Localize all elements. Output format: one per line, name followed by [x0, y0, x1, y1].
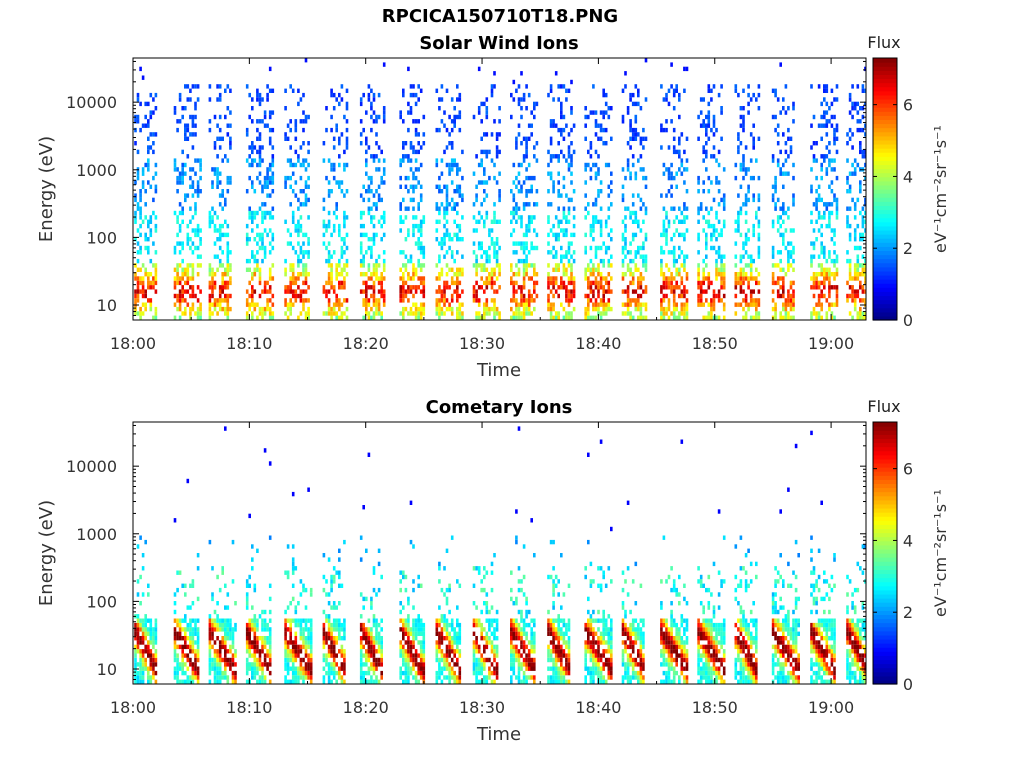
colorbar-tick-label: 2: [903, 239, 913, 258]
x-tick-label: 18:50: [692, 334, 738, 353]
colorbar-tick-label: 2: [903, 603, 913, 622]
colorbar-tick-label: 6: [903, 96, 913, 115]
y-tick-label: 1000: [76, 525, 117, 544]
x-tick-label: 19:00: [808, 698, 854, 717]
cometary-panel: 18:00 18:10 18:20 18:30 18:40 18:50 19:00 10 100…: [36, 397, 950, 745]
x-tick-label: 18:30: [459, 698, 505, 717]
x-tick-label: 18:40: [575, 334, 621, 353]
x-tick-label: 19:00: [808, 334, 854, 353]
colorbar-frame: [872, 57, 898, 321]
plot-frame: [132, 57, 867, 321]
colorbar-tick-label: 0: [903, 675, 913, 694]
panel-title: Cometary Ions: [426, 397, 573, 418]
y-tick-label: 10000: [66, 457, 117, 476]
x-tick-label: 18:50: [692, 698, 738, 717]
colorbar: 0 2 4 6 Flux eV⁻¹cm⁻²sr⁻¹s⁻¹: [867, 33, 950, 330]
y-tick-label: 10000: [66, 93, 117, 112]
colorbar-tick-label: 4: [903, 167, 913, 186]
y-tick-label: 10: [97, 296, 117, 315]
x-tick-label: 18:00: [110, 698, 156, 717]
y-axis-label: Energy (eV): [36, 136, 57, 242]
colorbar: 0 2 4 6 Flux eV⁻¹cm⁻²sr⁻¹s⁻¹: [867, 397, 950, 694]
colorbar-tick-label: 6: [903, 460, 913, 479]
figure-title: RPCICA150710T18.PNG: [381, 6, 619, 27]
colorbar-title: Flux: [867, 33, 900, 52]
x-tick-label: 18:30: [459, 334, 505, 353]
colorbar-frame: [872, 421, 898, 685]
spectrogram-cells: [134, 426, 866, 684]
y-tick-label: 1000: [76, 161, 117, 180]
y-tick-label: 10: [97, 660, 117, 679]
solar-wind-panel: 18:00 18:10 18:20 18:30 18:40 18:50 19:00 10 100…: [36, 33, 950, 381]
x-tick-label: 18:40: [575, 698, 621, 717]
x-tick-label: 18:10: [226, 698, 272, 717]
colorbar-unit-label: eV⁻¹cm⁻²sr⁻¹s⁻¹: [931, 125, 950, 253]
panel-title: Solar Wind Ions: [419, 33, 578, 54]
x-tick-label: 18:00: [110, 334, 156, 353]
x-tick-label: 18:20: [343, 698, 389, 717]
x-tick-label: 18:20: [343, 334, 389, 353]
colorbar-title: Flux: [867, 397, 900, 416]
y-tick-label: 100: [86, 592, 117, 611]
spectrogram-cells: [134, 58, 866, 320]
colorbar-unit-label: eV⁻¹cm⁻²sr⁻¹s⁻¹: [931, 489, 950, 617]
plot-frame: [132, 421, 867, 685]
x-tick-label: 18:10: [226, 334, 272, 353]
x-axis-label: Time: [476, 724, 521, 745]
y-axis-label: Energy (eV): [36, 500, 57, 606]
y-tick-label: 100: [86, 228, 117, 247]
colorbar-tick-label: 0: [903, 311, 913, 330]
x-axis-label: Time: [476, 360, 521, 381]
colorbar-tick-label: 4: [903, 531, 913, 550]
